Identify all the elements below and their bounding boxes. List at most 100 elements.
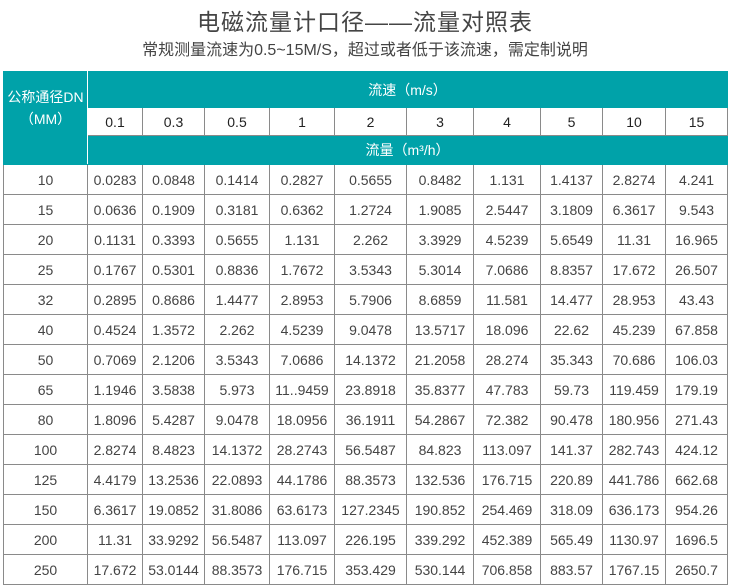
speed-value: 0.1 <box>87 107 143 136</box>
flow-value: 88.3573 <box>204 554 270 585</box>
flow-value: 16.965 <box>664 224 729 255</box>
flow-value: 0.8686 <box>142 284 205 315</box>
dn-header-line1: 公称通径DN <box>7 89 84 105</box>
flow-value: 8.8357 <box>540 254 603 285</box>
flow-value: 56.5487 <box>334 434 407 465</box>
flow-value: 2.8274 <box>87 434 143 465</box>
flow-value: 21.2058 <box>406 344 474 375</box>
flow-value: 2.1206 <box>142 344 205 375</box>
dn-value: 150 <box>3 494 88 525</box>
flow-value: 6.3617 <box>602 194 666 225</box>
flow-value: 28.953 <box>602 284 666 315</box>
flow-value: 14.1372 <box>204 434 270 465</box>
flow-value: 190.852 <box>406 494 474 525</box>
dn-value: 80 <box>3 404 88 435</box>
dn-value: 250 <box>3 554 88 585</box>
flow-value: 106.03 <box>664 344 729 375</box>
flow-value: 318.09 <box>540 494 603 525</box>
flow-value: 11..9459 <box>269 374 335 405</box>
speed-value: 10 <box>602 107 666 136</box>
flow-value: 0.5655 <box>334 164 407 195</box>
flow-value: 53.0144 <box>142 554 205 585</box>
flow-value: 63.6173 <box>269 494 335 525</box>
flow-value: 7.0686 <box>473 254 541 285</box>
flow-value: 339.292 <box>406 524 474 555</box>
flow-value: 72.382 <box>473 404 541 435</box>
flow-value: 9.0478 <box>204 404 270 435</box>
table-row: 40 0.4524 1.3572 2.262 4.5239 9.0478 13.5717 18… <box>3 314 729 345</box>
table-row: 50 0.7069 2.1206 3.5343 7.0686 14.1372 21.2058… <box>3 344 729 375</box>
flow-value: 19.0852 <box>142 494 205 525</box>
table-row: 15 0.0636 0.1909 0.3181 0.6362 1.2724 1.9085 2.… <box>3 194 729 225</box>
flow-value: 0.1767 <box>87 254 143 285</box>
flow-value: 1.3572 <box>142 314 205 345</box>
flow-value: 3.5838 <box>142 374 205 405</box>
flow-value: 3.5343 <box>334 254 407 285</box>
flow-value: 2.262 <box>204 314 270 345</box>
flow-value: 2.8274 <box>602 164 666 195</box>
dn-value: 50 <box>3 344 88 375</box>
dn-value: 100 <box>3 434 88 465</box>
flow-value: 0.4524 <box>87 314 143 345</box>
flow-value: 636.173 <box>602 494 666 525</box>
dn-value: 65 <box>3 374 88 405</box>
flow-value: 1.2724 <box>334 194 407 225</box>
flow-value: 47.783 <box>473 374 541 405</box>
flow-value: 271.43 <box>664 404 729 435</box>
flow-value: 0.3181 <box>204 194 270 225</box>
flow-value: 0.1131 <box>87 224 143 255</box>
flow-value: 5.6549 <box>540 224 603 255</box>
speed-row: 0.1 0.3 0.5 1 2 3 4 5 10 15 <box>4 107 729 136</box>
flow-value: 706.858 <box>473 554 541 585</box>
flow-value: 9.543 <box>664 194 729 225</box>
flow-value: 113.097 <box>269 524 335 555</box>
flow-value: 45.239 <box>602 314 666 345</box>
flow-value: 883.57 <box>540 554 603 585</box>
flow-value: 1.1946 <box>87 374 143 405</box>
flow-value: 180.956 <box>602 404 666 435</box>
flow-value: 11.31 <box>602 224 666 255</box>
table-row: 32 0.2895 0.8686 1.4477 2.8953 5.7906 8.6859 11… <box>3 284 729 315</box>
flow-value: 1.131 <box>269 224 335 255</box>
table-row: 65 1.1946 3.5838 5.973 11..9459 23.8918 35.837… <box>3 374 729 405</box>
flow-value: 1.4137 <box>540 164 603 195</box>
flow-value: 226.195 <box>334 524 407 555</box>
flow-value: 1.7672 <box>269 254 335 285</box>
dn-value: 40 <box>3 314 88 345</box>
table-row: 25 0.1767 0.5301 0.8836 1.7672 3.5343 5.3014 7.… <box>3 254 729 285</box>
flow-value: 530.144 <box>406 554 474 585</box>
flow-value: 1130.97 <box>602 524 666 555</box>
flow-value: 0.5655 <box>204 224 270 255</box>
flow-value: 220.89 <box>540 464 603 495</box>
speed-value: 15 <box>664 107 729 136</box>
speed-value: 5 <box>540 107 603 136</box>
flow-value: 59.73 <box>540 374 603 405</box>
dn-value: 10 <box>3 164 88 195</box>
flow-value: 90.478 <box>540 404 603 435</box>
speed-value: 0.3 <box>142 107 205 136</box>
flow-value: 4.241 <box>664 164 729 195</box>
flow-value: 35.343 <box>540 344 603 375</box>
table-row: 10 0.0283 0.0848 0.1414 0.2827 0.5655 0.8482 1.… <box>3 164 729 195</box>
flow-value: 176.715 <box>473 464 541 495</box>
flow-value: 565.49 <box>540 524 603 555</box>
flow-value: 2.262 <box>334 224 407 255</box>
table-row: 80 1.8096 5.4287 9.0478 18.0956 36.1911 54.286… <box>3 404 729 435</box>
flow-value: 13.5717 <box>406 314 474 345</box>
table-row: 20 0.1131 0.3393 0.5655 1.131 2.262 3.3929 4.52… <box>3 224 729 255</box>
table-row: 125 4.4179 13.2536 22.0893 44.1786 88.3573 132… <box>3 464 729 495</box>
flow-value: 452.389 <box>473 524 541 555</box>
flow-value: 441.786 <box>602 464 666 495</box>
speed-value: 3 <box>406 107 474 136</box>
flow-value: 18.096 <box>473 314 541 345</box>
flow-value: 5.3014 <box>406 254 474 285</box>
flow-value: 0.1414 <box>204 164 270 195</box>
flow-value: 3.1809 <box>540 194 603 225</box>
flow-value: 56.5487 <box>204 524 270 555</box>
flow-value: 43.43 <box>664 284 729 315</box>
flow-value: 31.8086 <box>204 494 270 525</box>
flow-value: 4.5239 <box>473 224 541 255</box>
flow-value: 2.5447 <box>473 194 541 225</box>
flow-value: 0.5301 <box>142 254 205 285</box>
speed-value: 0.5 <box>204 107 270 136</box>
